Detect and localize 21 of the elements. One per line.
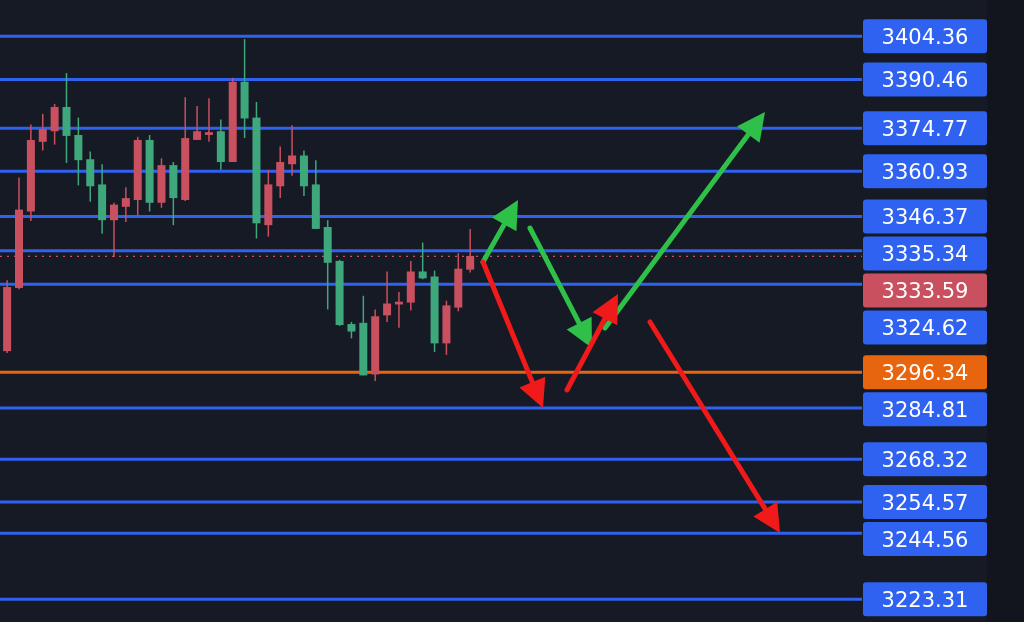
ref-line-label: 3335.34 [881, 242, 969, 267]
ref-line-label: 3223.31 [881, 587, 969, 612]
ref-line-label: 3374.77 [881, 116, 969, 141]
ref-line-label: 3254.57 [881, 490, 969, 515]
ref-line-label: 3404.36 [881, 24, 969, 49]
ref-line-label: 3284.81 [881, 397, 969, 422]
candlestick [121, 186, 130, 223]
candlestick [288, 124, 297, 177]
ref-line-label: 3333.59 [881, 279, 969, 304]
candlestick [466, 228, 475, 274]
ref-line-label: 3324.62 [881, 316, 969, 341]
candlestick [383, 270, 392, 323]
candlestick [38, 113, 47, 152]
ref-line-label: 3268.32 [881, 447, 969, 472]
ref-line-label: 3296.34 [881, 360, 969, 385]
ref-line-label: 3346.37 [881, 205, 969, 230]
ref-line-label: 3244.56 [881, 527, 969, 552]
ref-line-label: 3390.46 [881, 67, 969, 92]
candlestick [204, 97, 213, 143]
ref-line-label: 3360.93 [881, 159, 969, 184]
candlestick [193, 105, 202, 141]
